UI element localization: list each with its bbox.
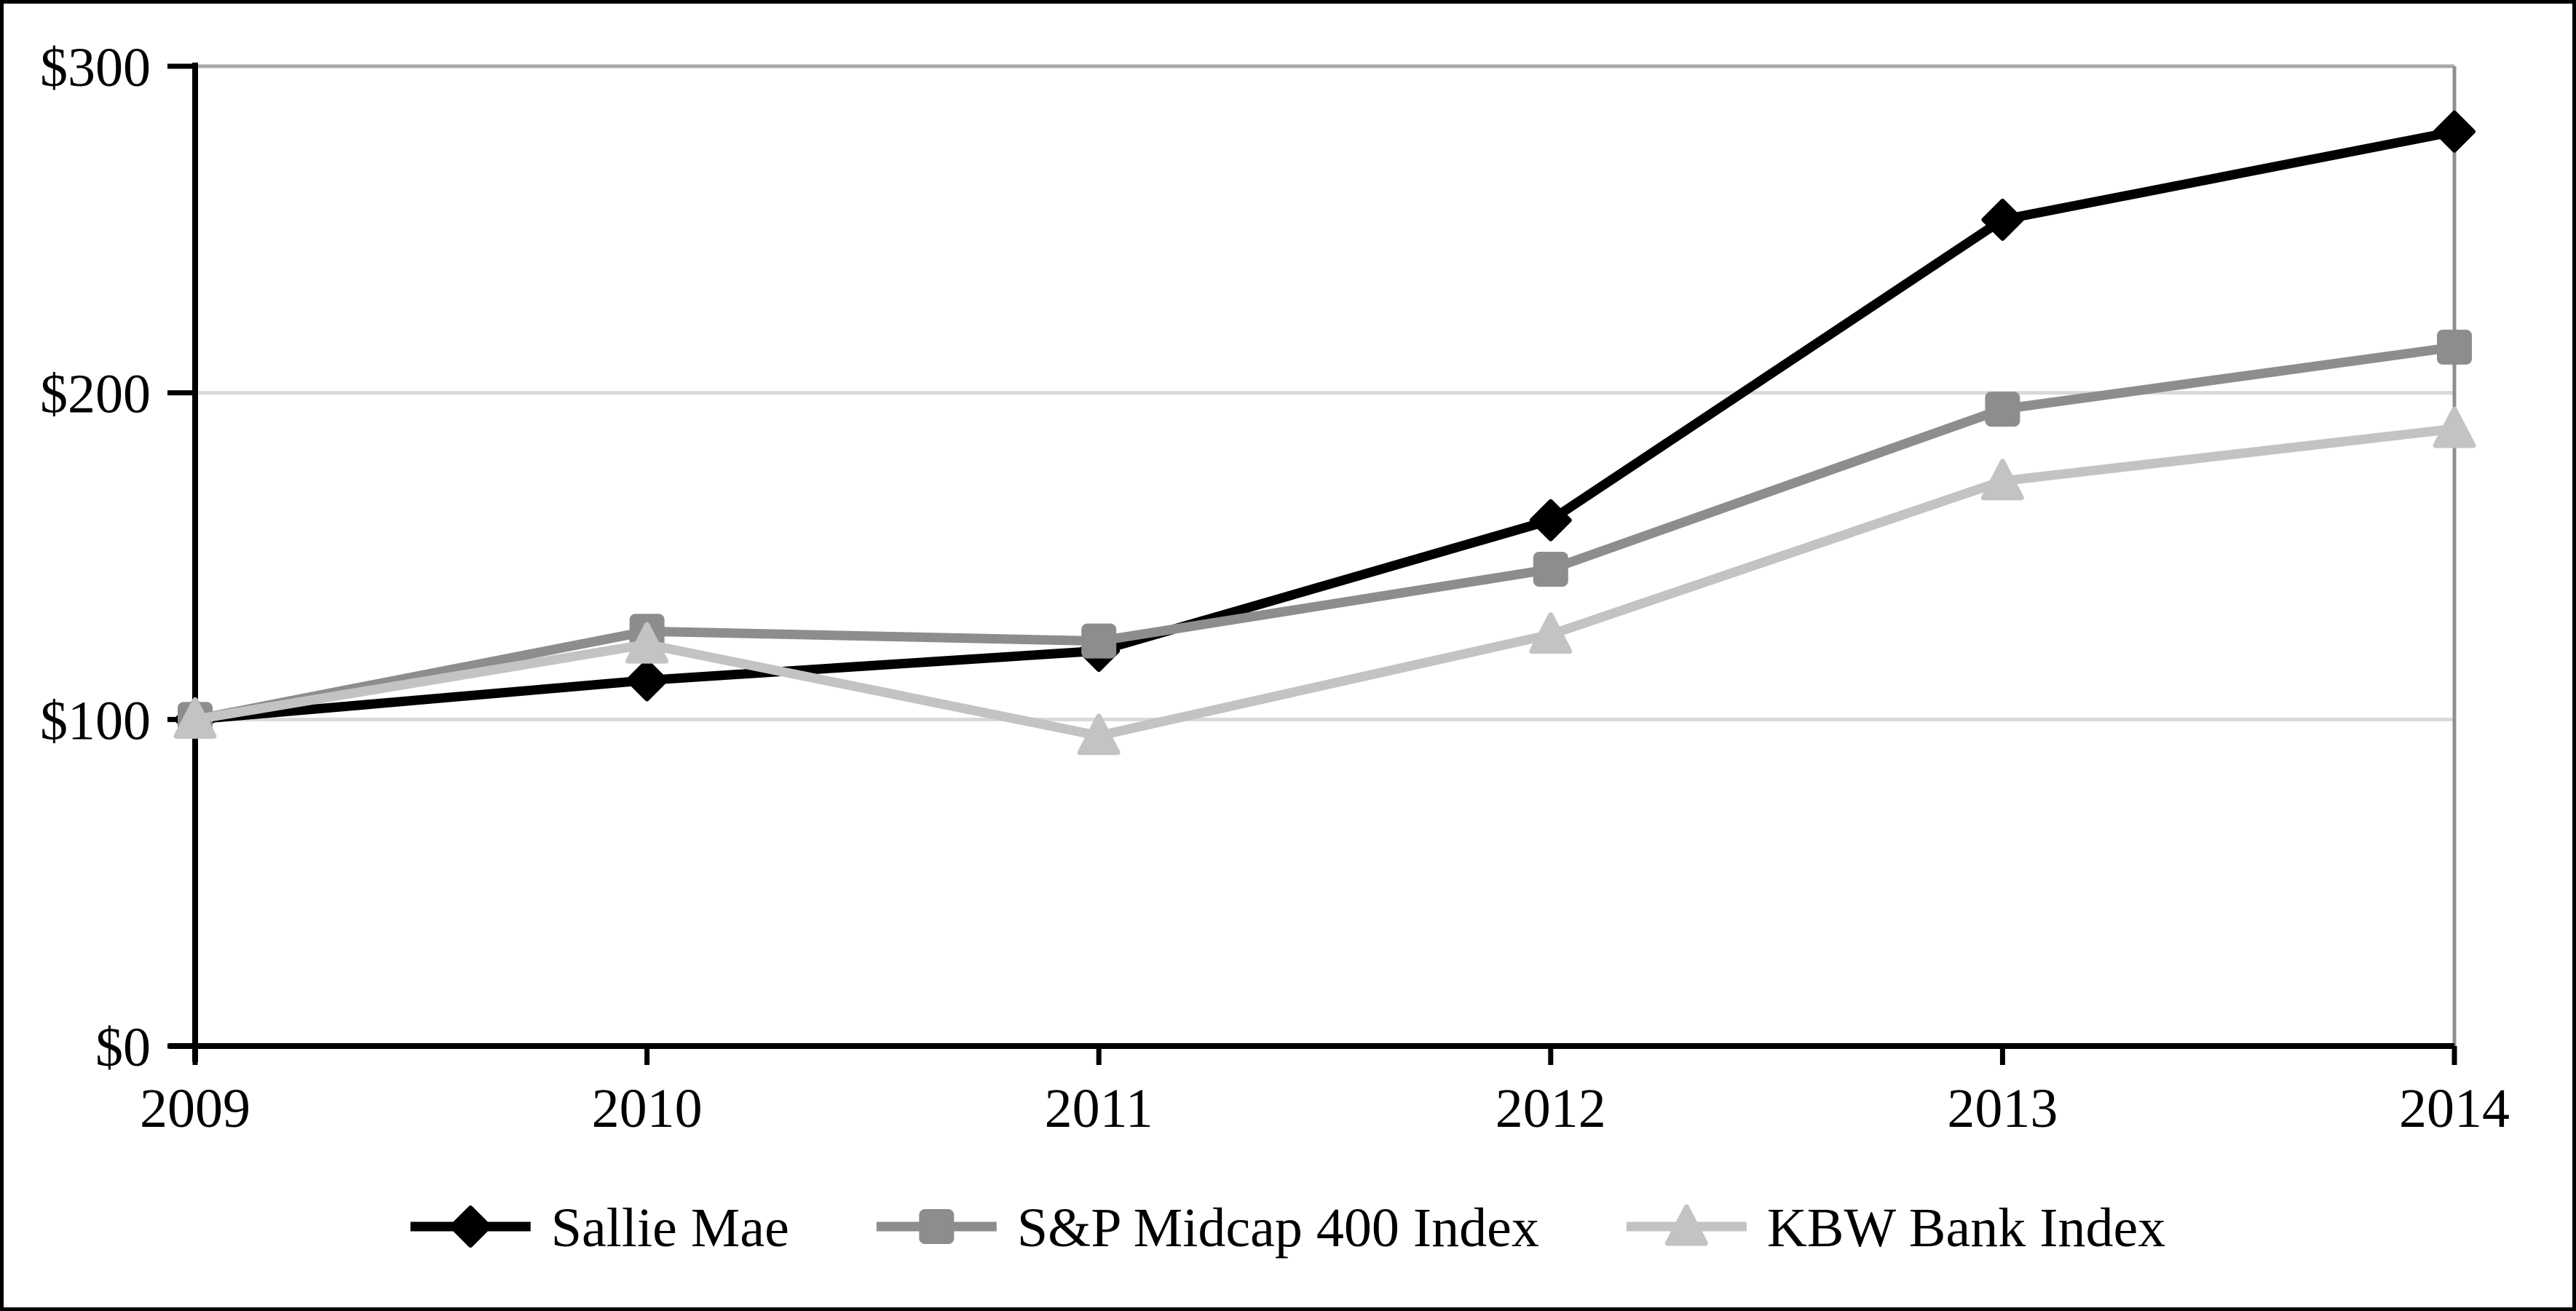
legend-label-kbw-bank-index: KBW Bank Index	[1767, 1197, 2165, 1259]
series-kbw-bank-index	[173, 406, 2476, 756]
x-tick-label-2013: 2013	[1947, 1078, 2058, 1139]
legend-item-sallie-mae: Sallie Mae	[410, 1197, 789, 1259]
series-line-kbw-bank-index	[190, 424, 2460, 741]
marker-sallie-mae-2013	[1981, 198, 2024, 241]
marker-kbw-bank-index-2009	[173, 697, 217, 739]
legend-label-sallie-mae: Sallie Mae	[551, 1197, 789, 1259]
marker-kbw-bank-index-2014	[2433, 406, 2476, 448]
legend: Sallie Mae S&P Midcap 400 Index KBW Bank I…	[410, 1197, 2165, 1259]
x-tick-label-2014: 2014	[2399, 1078, 2510, 1139]
marker-s-p-midcap-400-index-2012	[1533, 551, 1568, 587]
series-line-sallie-mae	[190, 127, 2460, 724]
legend-marker-kbw-bank-index	[1664, 1204, 1708, 1246]
marker-sallie-mae-2014	[2433, 110, 2476, 153]
legend-item-kbw-bank-index: KBW Bank Index	[1626, 1197, 2165, 1259]
y-tick-label-0: $0	[95, 1017, 151, 1078]
marker-kbw-bank-index-2010	[625, 622, 669, 664]
marker-kbw-bank-index-2013	[1980, 459, 2024, 501]
x-tick-label-2012: 2012	[1496, 1078, 1606, 1139]
y-tick-label-300: $300	[40, 37, 151, 98]
marker-sallie-mae-2010	[625, 659, 668, 702]
series-line-s-p-midcap-400-index	[190, 342, 2460, 724]
marker-s-p-midcap-400-index-2014	[2437, 329, 2472, 365]
marker-kbw-bank-index-2012	[1529, 612, 1573, 654]
x-tick-label-2011: 2011	[1045, 1078, 1153, 1139]
x-tick-label-2009: 2009	[140, 1078, 250, 1139]
marker-sallie-mae-2012	[1529, 499, 1572, 542]
x-tick-label-2010: 2010	[592, 1078, 703, 1139]
y-tick-label-200: $200	[40, 364, 151, 425]
marker-s-p-midcap-400-index-2013	[1985, 392, 2020, 427]
legend-marker-sallie-mae	[449, 1205, 492, 1248]
legend-item-s-p-midcap-400-index: S&P Midcap 400 Index	[876, 1197, 1539, 1259]
marker-kbw-bank-index-2011	[1077, 713, 1121, 756]
series-sallie-mae	[174, 110, 2476, 741]
legend-marker-s-p-midcap-400-index	[919, 1209, 955, 1244]
legend-label-s-p-midcap-400-index: S&P Midcap 400 Index	[1017, 1197, 1539, 1259]
marker-s-p-midcap-400-index-2011	[1081, 623, 1117, 659]
y-tick-label-100: $100	[40, 690, 151, 751]
